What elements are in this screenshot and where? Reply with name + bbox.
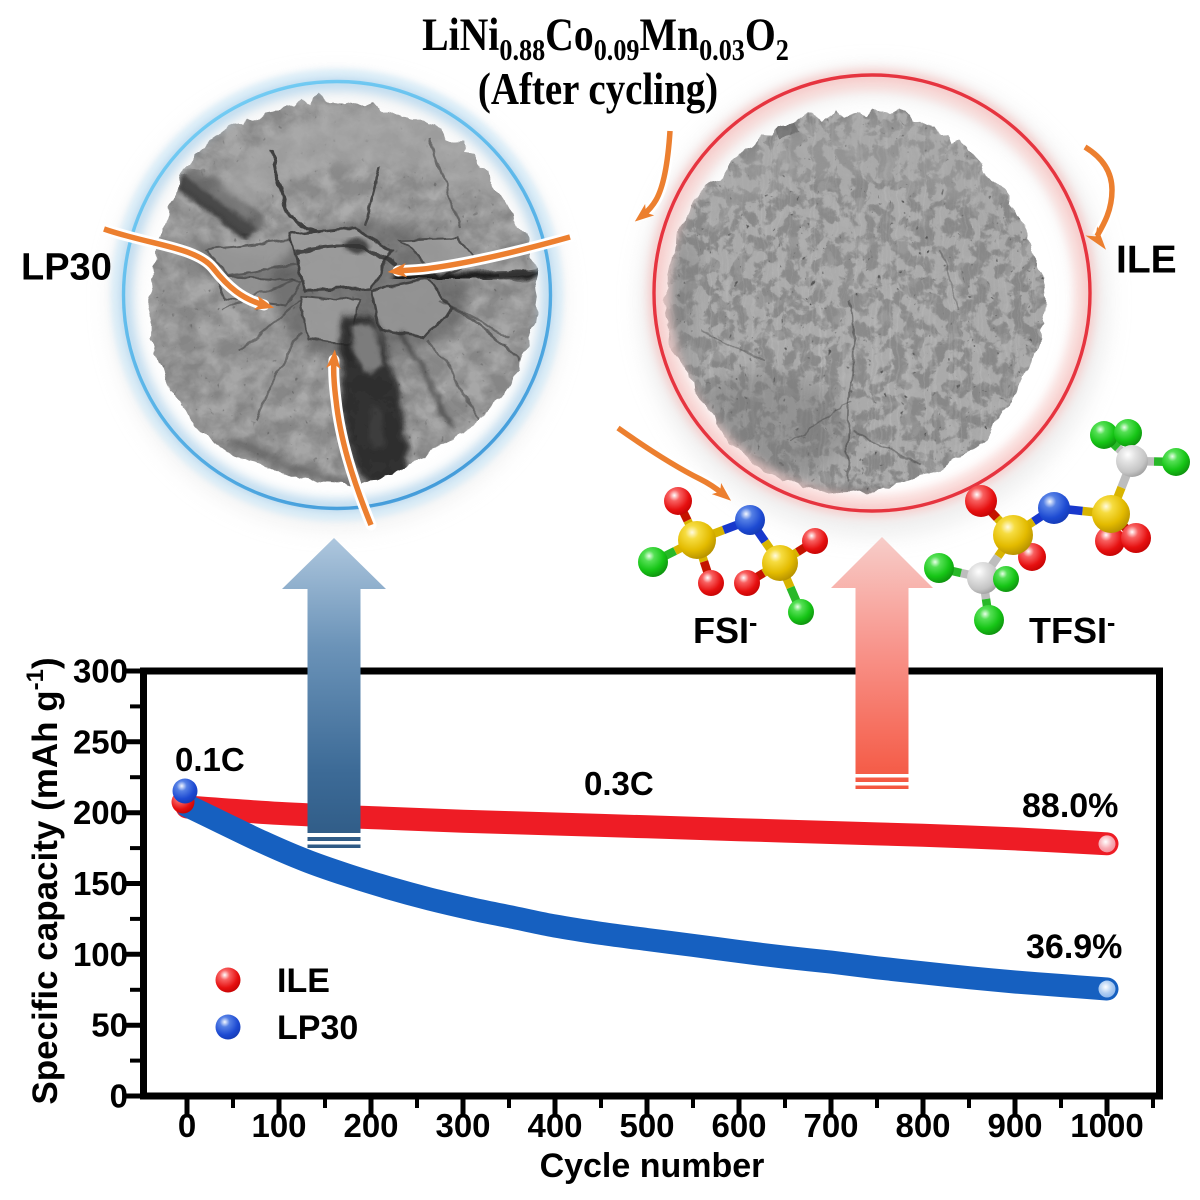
svg-text:Specific capacity (mAh g-1): Specific capacity (mAh g-1)	[22, 657, 65, 1104]
svg-text:LP30: LP30	[21, 247, 112, 289]
svg-text:ILE: ILE	[1116, 239, 1177, 282]
svg-text:200: 200	[73, 794, 128, 831]
svg-text:0.1C: 0.1C	[175, 741, 245, 778]
svg-text:300: 300	[73, 653, 128, 690]
svg-text:0.3C: 0.3C	[584, 765, 654, 802]
svg-text:88.0%: 88.0%	[1022, 787, 1118, 825]
svg-text:0: 0	[178, 1107, 196, 1144]
svg-text:LP30: LP30	[277, 1009, 358, 1047]
svg-text:(After cycling): (After cycling)	[478, 65, 718, 114]
svg-text:0: 0	[110, 1078, 128, 1115]
svg-text:TFSI-: TFSI-	[1029, 609, 1115, 651]
svg-text:250: 250	[73, 723, 128, 760]
svg-text:FSI-: FSI-	[693, 609, 757, 651]
svg-text:100: 100	[73, 936, 128, 973]
svg-text:Cycle number: Cycle number	[540, 1147, 765, 1185]
svg-text:36.9%: 36.9%	[1026, 928, 1122, 966]
svg-text:ILE: ILE	[277, 962, 330, 1000]
svg-text:150: 150	[73, 865, 128, 902]
svg-text:50: 50	[91, 1007, 128, 1044]
